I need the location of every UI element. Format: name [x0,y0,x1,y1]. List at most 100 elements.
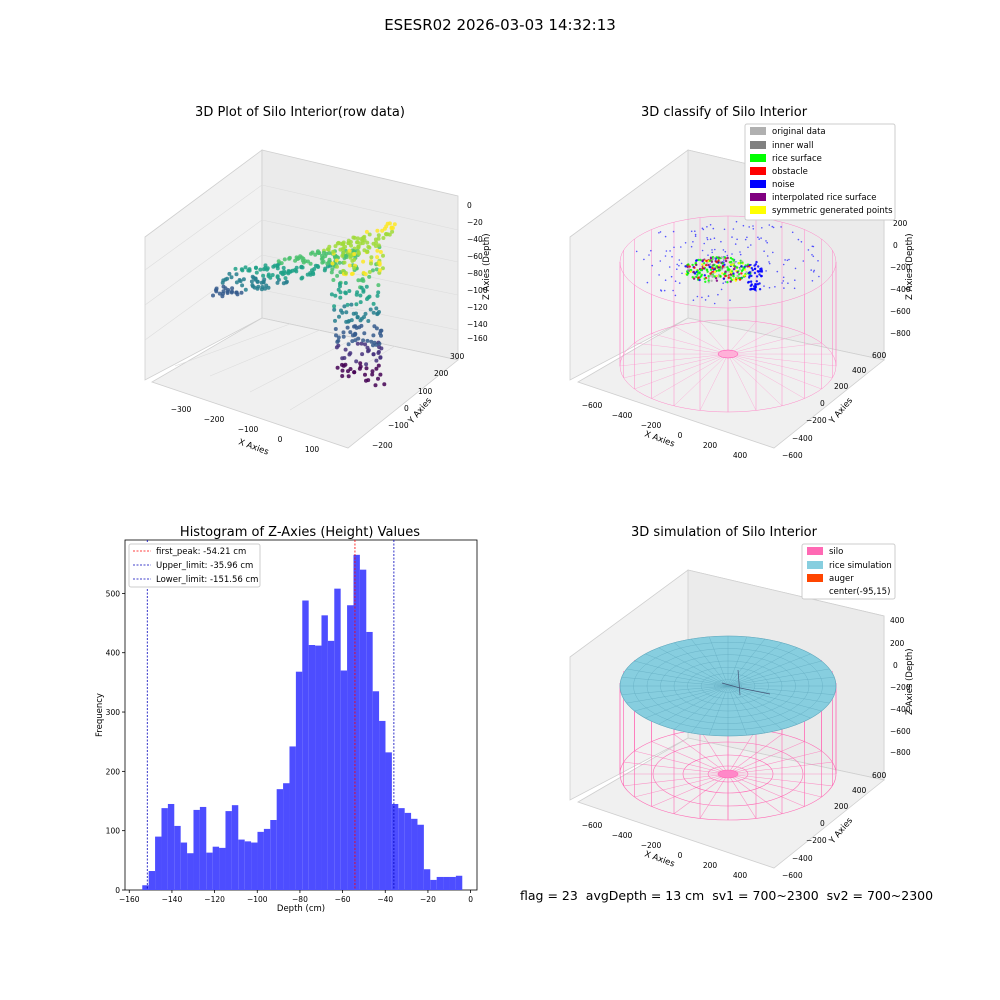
point [223,286,228,291]
z-tick-label: −120 [467,303,488,312]
point [375,312,380,317]
point [713,267,716,271]
point [684,242,687,244]
point [265,266,270,271]
point [705,263,708,267]
point [723,256,727,259]
point [721,265,725,268]
point [744,238,747,241]
point [658,232,660,234]
point [282,257,287,262]
point [738,278,742,281]
z-tick-label: 200 [890,639,905,648]
point [684,265,687,268]
point [691,276,694,279]
point [379,333,383,338]
point [280,270,285,275]
status-line: flag = 23 avgDepth = 13 cm sv1 = 700~2300 s… [520,888,941,903]
point [361,270,366,275]
histogram-bar [327,640,335,890]
point [713,302,716,305]
point [378,268,382,273]
point [695,263,698,267]
point [717,257,720,260]
histogram-bar [302,600,309,890]
point [760,274,763,278]
point [720,240,722,243]
point [379,328,384,333]
point [706,270,709,273]
point [664,255,667,257]
point [367,232,372,237]
point [750,267,753,270]
legend-swatch-obstacle [750,167,766,175]
histogram-bar [430,879,437,890]
point [380,266,385,271]
histogram-y-ticks: 0 100 200 300 400 500 [106,589,125,895]
point [695,275,698,279]
point [717,259,720,262]
point [309,251,313,256]
x-tick-label: −100 [238,425,259,434]
panel3-title: Histogram of Z-Axies (Height) Values [180,525,420,540]
point [747,271,751,275]
point [263,263,268,268]
legend-box [128,543,261,588]
histogram-bar [443,876,450,890]
panel-classify-3d: 3D classify of Silo Interior original da… [569,105,915,460]
point [334,258,339,263]
point [692,299,695,302]
y-tick-label: 100 [106,827,121,836]
point [707,295,710,297]
point [787,282,789,285]
point [784,259,786,261]
point [726,281,729,284]
point [365,249,370,254]
histogram-x-axis-label: Depth (cm) [277,904,325,914]
point [768,261,770,263]
x-tick-label: −120 [204,895,225,904]
y-tick-label: 0 [820,399,825,408]
point [746,265,749,268]
point [333,293,338,298]
point [390,229,395,234]
point [687,272,690,275]
point [708,259,712,262]
point [729,256,733,260]
point [704,299,707,301]
point [772,226,775,229]
histogram-bar [289,746,296,890]
point [299,276,304,281]
point [673,246,675,249]
point [374,358,379,363]
point [366,319,371,323]
point [739,253,742,256]
point [703,262,706,265]
point [740,265,743,268]
point [358,293,363,298]
x-tick-label: 0 [468,895,473,904]
point [254,265,258,270]
point [247,268,252,273]
point [333,244,338,249]
point [374,306,379,311]
point [668,266,671,268]
point [672,289,674,292]
point [749,280,753,283]
point [760,237,762,239]
point [365,338,370,343]
point [367,270,372,274]
point [259,280,264,285]
point [340,374,345,378]
point [724,281,727,283]
point [354,359,359,364]
point [365,345,370,350]
point [348,255,353,260]
histogram-bar [347,605,354,890]
point [715,279,719,282]
point [376,376,380,381]
point [723,228,726,231]
histogram-bar [334,588,341,890]
point [240,283,245,288]
point [225,276,230,281]
